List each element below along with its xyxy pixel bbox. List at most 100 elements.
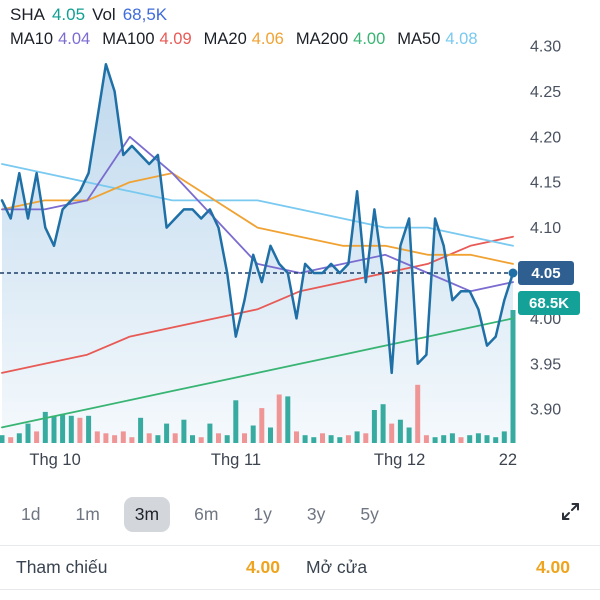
volume-bar (207, 423, 213, 443)
volume-bar (337, 437, 343, 443)
price-legend: SHA 4.05 Vol 68,5K (10, 5, 167, 25)
ma-legend-label: MA20 (203, 30, 247, 48)
y-axis-tick: 4.00 (530, 311, 561, 328)
volume-bar (94, 431, 100, 443)
symbol-label: SHA (10, 5, 45, 24)
price-line (0, 62, 515, 375)
ma-legend-label: MA50 (397, 30, 441, 48)
volume-bar (276, 394, 282, 443)
volume-bar (423, 435, 429, 443)
volume-bar (371, 410, 377, 443)
volume-bar (181, 419, 187, 443)
volume-bar (484, 435, 490, 443)
ma-legend-label: MA100 (102, 30, 155, 48)
volume-bar (77, 417, 83, 443)
volume-bar (345, 435, 351, 443)
y-axis-tick: 4.25 (530, 84, 561, 101)
symbol-volume: 68,5K (122, 5, 168, 24)
last-price-badge: 4.05 (518, 261, 574, 285)
reference-value: 4.00 (245, 557, 280, 577)
volume-bar (475, 433, 481, 443)
ma-legend-value: 4.00 (353, 30, 386, 48)
range-selector-row: 1d 1m 3m 6m 1y 3y 5y (0, 490, 600, 538)
symbol-price: 4.05 (51, 5, 86, 24)
range-1y[interactable]: 1y (242, 497, 282, 532)
volume-bar (172, 433, 178, 443)
volume-bar (449, 433, 455, 443)
ma-legend-value: 4.04 (58, 30, 91, 48)
y-axis-tick: 4.10 (530, 220, 561, 237)
volume-bar (60, 413, 66, 443)
range-1d[interactable]: 1d (10, 497, 51, 532)
volume-bar (510, 310, 516, 443)
volume-bar (233, 400, 239, 443)
y-axis-tick: 3.95 (530, 356, 561, 373)
volume-bar (406, 427, 412, 443)
ma-legend-value: 4.06 (251, 30, 284, 48)
volume-bar (328, 435, 334, 443)
volume-bar (259, 408, 265, 443)
volume-bar (216, 433, 221, 443)
volume-bar (146, 433, 152, 443)
y-axis-tick: 3.90 (530, 402, 561, 419)
volume-bar (103, 433, 109, 443)
volume-bar (311, 437, 317, 443)
expand-icon (559, 500, 582, 528)
volume-bar (138, 417, 144, 443)
volume-bar (164, 423, 170, 443)
ma-legend-value: 4.09 (159, 30, 192, 48)
volume-bar (34, 431, 40, 443)
volume-bar (242, 433, 247, 443)
volume-bar (25, 423, 31, 443)
volume-bar (190, 435, 195, 443)
range-1m[interactable]: 1m (64, 497, 110, 532)
reference-row: Tham chiếu 4.00 (0, 557, 294, 578)
y-axis-tick: 4.30 (530, 39, 561, 56)
volume-bar (155, 435, 161, 443)
last-volume-badge: 68.5K (518, 291, 580, 315)
open-row: Mở cửa 4.00 (294, 557, 600, 578)
range-3m[interactable]: 3m (123, 496, 171, 532)
volume-bar (51, 415, 57, 443)
volume-bar (320, 433, 325, 443)
footer: Tham chiếu 4.00 Mở cửa 4.00 (0, 545, 600, 590)
expand-button[interactable] (559, 500, 582, 528)
volume-bar (294, 431, 299, 443)
volume-bar (302, 435, 308, 443)
ma-line-MA100 (1, 235, 514, 374)
ma-line-MA50 (1, 163, 514, 247)
volume-bar (285, 396, 291, 443)
ma-legend-label: MA200 (295, 30, 349, 48)
volume-bar (224, 435, 230, 443)
volume-bar (415, 384, 421, 443)
volume-bar (16, 433, 22, 443)
y-axis-tick: 4.15 (530, 175, 561, 192)
volume-bar (501, 431, 507, 443)
volume-bar (8, 437, 14, 443)
x-axis-tick: Thg 11 (211, 451, 261, 469)
x-axis-tick: 22 (499, 451, 517, 469)
last-price-dot (508, 268, 518, 278)
volume-bar (432, 437, 438, 443)
stock-chart[interactable]: 4.30 4.25 4.20 4.15 4.10 4.00 3.95 3.90 Thg 10 Th… (0, 0, 600, 478)
volume-bar (86, 415, 92, 443)
volume-bar (68, 415, 74, 443)
range-6m[interactable]: 6m (183, 497, 229, 532)
volume-bar (198, 437, 204, 443)
range-3y[interactable]: 3y (296, 497, 336, 532)
volume-bar (129, 437, 135, 443)
volume-bar (250, 425, 256, 443)
volume-bar (268, 427, 273, 443)
volume-bar (458, 437, 464, 443)
volume-bar (389, 423, 395, 443)
open-value: 4.00 (535, 557, 570, 577)
volume-bar (380, 404, 386, 443)
open-label: Mở cửa (306, 557, 368, 577)
ma-legend: MA10 4.04 MA100 4.09 MA20 4.06 MA200 4.00 MA50 4.… (10, 30, 490, 49)
volume-bar (493, 437, 499, 443)
y-axis-tick: 4.20 (530, 129, 561, 146)
x-axis-tick: Thg 12 (374, 451, 425, 469)
volume-bar (354, 431, 360, 443)
volume-bar (42, 411, 48, 443)
range-5y[interactable]: 5y (349, 497, 389, 532)
